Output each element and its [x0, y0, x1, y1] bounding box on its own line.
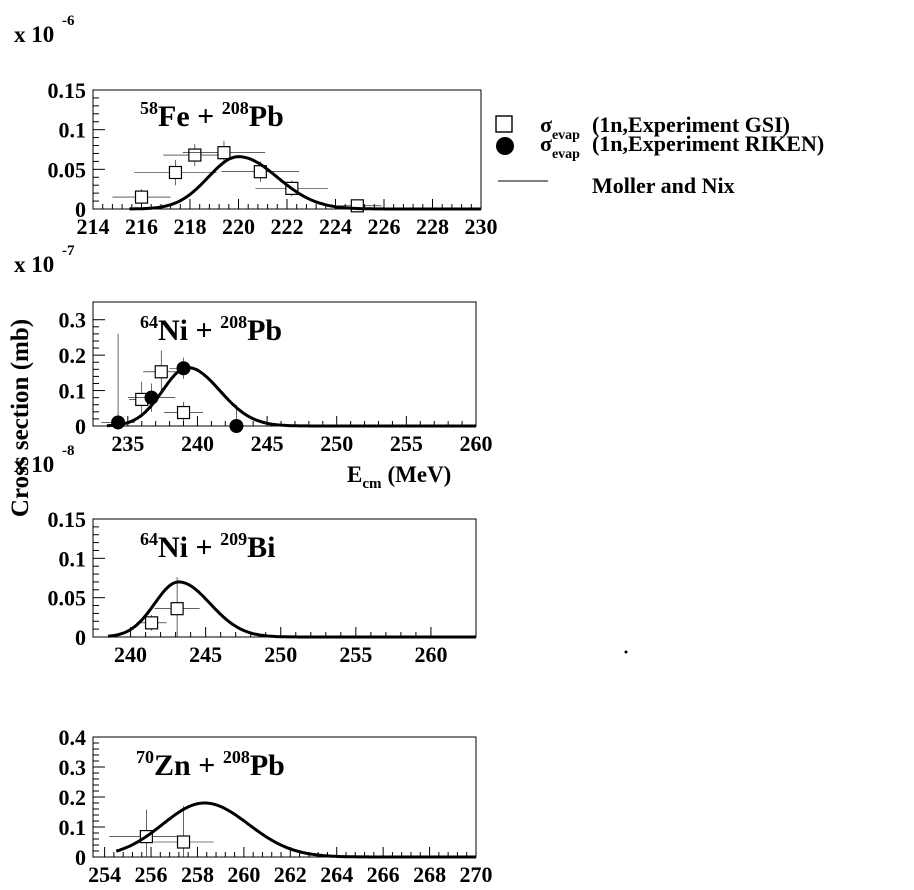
- legend-model-label: Moller and Nix: [592, 173, 735, 198]
- x-tick-label: 260: [227, 862, 260, 887]
- legend: σevap (1n,Experiment GSI) σevap (1n,Experi…: [495, 112, 824, 198]
- gsi-data-point: [144, 616, 159, 630]
- y-tick-label: 0.3: [59, 308, 87, 333]
- x-axis-label: Ecm (MeV): [347, 462, 451, 492]
- legend-gsi-greek: σ: [540, 112, 552, 137]
- y-tick-label: 0: [75, 197, 86, 222]
- y-tick-label: 0.3: [59, 755, 87, 780]
- x-tick-label: 264: [320, 862, 353, 887]
- x-tick-label: 268: [413, 862, 446, 887]
- y-tick-label: 0: [75, 414, 86, 439]
- reaction-label: 64Ni + 208Pb: [140, 312, 282, 347]
- y-axis-label: Cross section (mb): [7, 319, 34, 517]
- x-tick-label: 250: [264, 642, 297, 667]
- legend-riken-symbol: [496, 137, 514, 155]
- x-axis-label-unit: (MeV): [388, 462, 452, 487]
- x-axis-label-main: E: [347, 462, 362, 487]
- x-tick-label: 256: [135, 862, 168, 887]
- gsi-data-point: [170, 602, 184, 616]
- legend-gsi-symbol: [495, 115, 513, 133]
- legend-gsi-text: (1n,Experiment GSI): [592, 112, 790, 137]
- x-tick-label: 216: [125, 214, 158, 239]
- gsi-data-point: [176, 835, 191, 849]
- x-tick-label: 262: [274, 862, 307, 887]
- y-tick-label: 0: [75, 845, 86, 870]
- y-tick-label: 0.1: [59, 379, 87, 404]
- scale-factor-label: x 10 -7: [14, 243, 75, 277]
- legend-gsi-label: σevap (1n,Experiment GSI): [540, 112, 790, 143]
- x-tick-label: 240: [114, 642, 147, 667]
- y-tick-label: 0.05: [48, 157, 87, 182]
- x-tick-label: 255: [339, 642, 372, 667]
- x-tick-label: 260: [414, 642, 447, 667]
- gsi-data-point: [168, 165, 183, 180]
- x-tick-label: 260: [460, 431, 493, 456]
- legend-gsi-sub: evap: [552, 128, 580, 143]
- reaction-label: 58Fe + 208Pb: [140, 98, 284, 133]
- gsi-data-point: [154, 365, 168, 379]
- gsi-data-point: [217, 146, 231, 160]
- y-tick-label: 0.2: [59, 343, 87, 368]
- x-axis-label-sub: cm: [362, 476, 382, 492]
- model-curve: [107, 580, 476, 639]
- x-tick-label: 222: [271, 214, 304, 239]
- scale-factor-label: x 10 -8: [14, 443, 75, 477]
- gsi-data-point: [134, 190, 149, 204]
- model-curve: [106, 366, 476, 428]
- reaction-label: 70Zn + 208Pb: [136, 747, 285, 782]
- x-tick-label: 214: [77, 214, 110, 239]
- y-tick-label: 0.4: [59, 725, 87, 750]
- x-tick-label: 230: [465, 214, 498, 239]
- x-tick-label: 245: [251, 431, 284, 456]
- x-tick-label: 240: [181, 431, 214, 456]
- x-tick-label: 255: [390, 431, 423, 456]
- y-tick-label: 0.1: [59, 546, 87, 571]
- y-tick-label: 0.1: [59, 815, 87, 840]
- panel-ni-pb: 0 0.1 0.2 0.3 235 240 245 250 255 260 x 10 -7 64Ni …: [14, 243, 493, 456]
- panel-fe-pb: 0 0.05 0.1 0.15 214 216 218 220 222 224 226 228 230 x…: [14, 13, 498, 239]
- y-tick-label: 0.05: [48, 586, 87, 611]
- x-tick-label: 266: [367, 862, 400, 887]
- legend-riken-sub: evap: [552, 147, 580, 162]
- x-tick-label: 218: [174, 214, 207, 239]
- x-tick-label: 220: [222, 214, 255, 239]
- reaction-label: 64Ni + 209Bi: [140, 529, 275, 564]
- x-tick-label: 224: [319, 214, 352, 239]
- legend-riken-label: σevap (1n,Experiment RIKEN): [540, 131, 824, 162]
- scale-factor-label: x 10 -6: [14, 13, 75, 47]
- y-tick-label: 0.15: [48, 78, 87, 103]
- x-tick-label: 250: [320, 431, 353, 456]
- y-tick-label: 0.15: [48, 507, 87, 532]
- x-tick-label: 258: [181, 862, 214, 887]
- riken-data-point: [229, 419, 244, 433]
- x-tick-label: 254: [88, 862, 121, 887]
- y-tick-label: 0: [75, 625, 86, 650]
- x-tick-label: 226: [368, 214, 401, 239]
- gsi-data-point: [188, 148, 202, 162]
- legend-riken-text: (1n,Experiment RIKEN): [592, 131, 824, 156]
- panel-ni-bi: 0 0.05 0.1 0.15 240 245 250 255 260 x 10 -8 64Ni +…: [14, 443, 477, 667]
- gsi-data-point: [176, 405, 191, 420]
- stray-dot: [624, 650, 628, 654]
- x-tick-label: 235: [111, 431, 144, 456]
- x-tick-label: 270: [460, 862, 493, 887]
- y-tick-label: 0.1: [59, 118, 87, 143]
- panel-zn-pb: 0 0.1 0.2 0.3 0.4 254 256 258 260 262 264 266 268 270…: [59, 725, 493, 887]
- y-tick-label: 0.2: [59, 785, 87, 810]
- model-curve: [129, 155, 481, 211]
- model-curve: [115, 801, 476, 859]
- x-tick-label: 245: [189, 642, 222, 667]
- x-tick-label: 228: [416, 214, 449, 239]
- legend-riken-greek: σ: [540, 131, 552, 156]
